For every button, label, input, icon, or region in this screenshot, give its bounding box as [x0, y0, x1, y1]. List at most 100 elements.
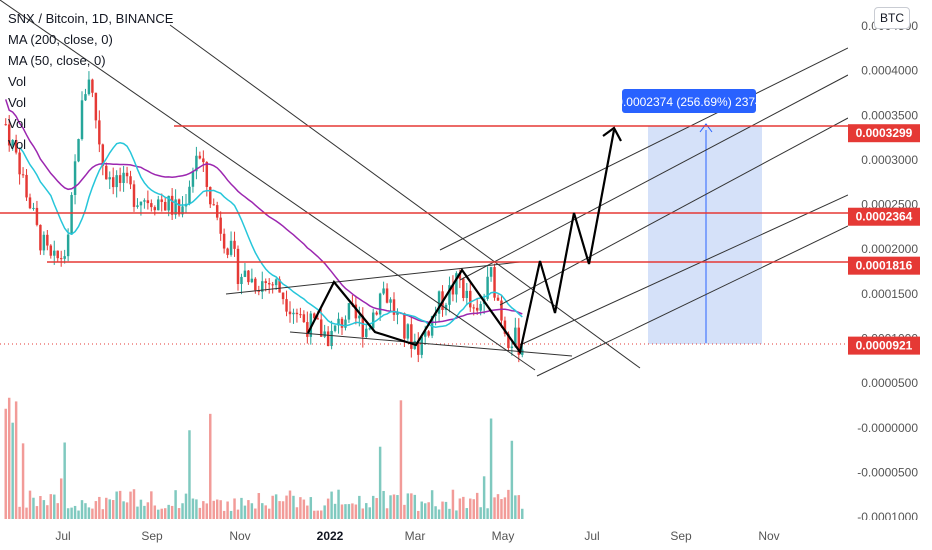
volume-bar: [191, 498, 195, 519]
volume-bar: [146, 502, 150, 519]
volume-bar: [500, 499, 503, 519]
candle-body: [59, 258, 63, 260]
volume-bar: [56, 503, 59, 519]
vol-legend-2[interactable]: Vol: [8, 95, 27, 110]
volume-bar: [351, 503, 354, 519]
candle-body: [358, 315, 361, 319]
candle-body: [212, 204, 215, 206]
ma50-legend[interactable]: MA (50, close, 0): [8, 53, 106, 68]
volume-bar: [205, 503, 209, 519]
candle-body: [4, 124, 7, 126]
volume-bar: [247, 500, 250, 519]
volume-bar: [507, 489, 510, 519]
price-range-measure-box[interactable]: [648, 126, 762, 344]
candle-body: [389, 299, 392, 303]
volume-bar: [28, 490, 32, 519]
candle-body: [274, 279, 278, 286]
volume-bar: [53, 494, 56, 519]
currency-button[interactable]: BTC: [874, 7, 910, 29]
symbol-title[interactable]: SNX / Bitcoin, 1D, BINANCE: [8, 11, 174, 26]
volume-bar: [375, 498, 378, 519]
candle-body: [63, 256, 66, 259]
candle-body: [247, 270, 250, 283]
candle-body: [361, 315, 365, 337]
price-level-tag-box: [848, 336, 920, 355]
volume-bar: [98, 496, 101, 519]
volume-bar: [184, 493, 188, 519]
downtrend-line-lower[interactable]: [0, 0, 536, 371]
candle-body: [73, 161, 77, 195]
candle-body: [122, 172, 125, 183]
wedge-lower-line[interactable]: [289, 331, 573, 357]
vol-legend-1[interactable]: Vol: [8, 74, 27, 89]
volume-bar: [25, 507, 28, 519]
zigzag-projection-path[interactable]: [307, 129, 616, 355]
volume-bar: [399, 400, 403, 519]
candle-body: [14, 139, 18, 153]
candle-body: [382, 288, 385, 294]
volume-bar: [299, 497, 302, 519]
channel-line-2[interactable]: [459, 74, 848, 281]
channel-line-1[interactable]: [439, 47, 848, 251]
volume-bar: [458, 498, 462, 519]
volume-bar: [309, 497, 313, 519]
volume-bar: [215, 499, 219, 519]
candle-body: [202, 158, 205, 163]
candle-body: [53, 250, 56, 256]
volume-bar: [413, 494, 417, 519]
candle-body: [77, 139, 80, 162]
candle-body: [486, 276, 489, 299]
candle-body: [66, 234, 70, 257]
ma200-legend[interactable]: MA (200, close, 0): [8, 32, 113, 47]
candle-body: [125, 172, 129, 177]
volume-bar: [229, 510, 233, 519]
candle-body: [302, 314, 306, 323]
candle-body: [42, 234, 46, 251]
volume-bar: [198, 507, 202, 519]
volume-bar: [313, 510, 316, 519]
wedge-upper-line[interactable]: [225, 261, 521, 295]
channel-line-5[interactable]: [536, 225, 848, 377]
candle-body: [264, 281, 267, 284]
price-tick-label: -0.0000500: [857, 466, 918, 480]
volume-bar: [39, 496, 42, 519]
price-tick-label: 0.0001500: [861, 287, 918, 301]
volume-bar: [292, 495, 295, 519]
candle-body: [108, 177, 111, 180]
vol-legend-4[interactable]: Vol: [8, 137, 27, 152]
volume-bar: [302, 499, 306, 519]
volume-bar: [392, 494, 396, 519]
price-level-tag: 0.0001816: [856, 259, 913, 273]
volume-bar: [448, 508, 451, 519]
downtrend-line-upper[interactable]: [169, 24, 641, 369]
volume-bar: [136, 506, 139, 519]
candle-body: [423, 331, 427, 337]
time-axis[interactable]: [0, 520, 932, 550]
candle-body: [233, 240, 236, 249]
volume-bar: [202, 501, 205, 519]
candle-body: [46, 234, 49, 246]
volume-bar: [261, 503, 264, 519]
candle-body: [517, 327, 521, 355]
volume-bar: [233, 498, 236, 519]
channel-line-3[interactable]: [499, 117, 848, 306]
volume-bar: [84, 503, 87, 519]
volume-bar: [427, 502, 430, 519]
volume-bar: [122, 501, 125, 519]
zigzag-arrow-head: [602, 126, 622, 142]
volume-bar: [344, 504, 347, 519]
candle-body: [347, 303, 351, 320]
candle-body: [503, 320, 507, 334]
candle-body: [257, 290, 261, 292]
volume-bar: [129, 491, 132, 519]
candle-body: [507, 333, 510, 349]
candle-body: [462, 278, 465, 298]
candle-body: [98, 120, 101, 145]
volume-bar: [514, 495, 517, 519]
volume-bar: [323, 505, 326, 519]
vol-legend-3[interactable]: Vol: [8, 116, 27, 131]
price-level-tag-box: [848, 207, 920, 226]
candle-body: [28, 197, 32, 209]
channel-line-4[interactable]: [519, 194, 848, 346]
